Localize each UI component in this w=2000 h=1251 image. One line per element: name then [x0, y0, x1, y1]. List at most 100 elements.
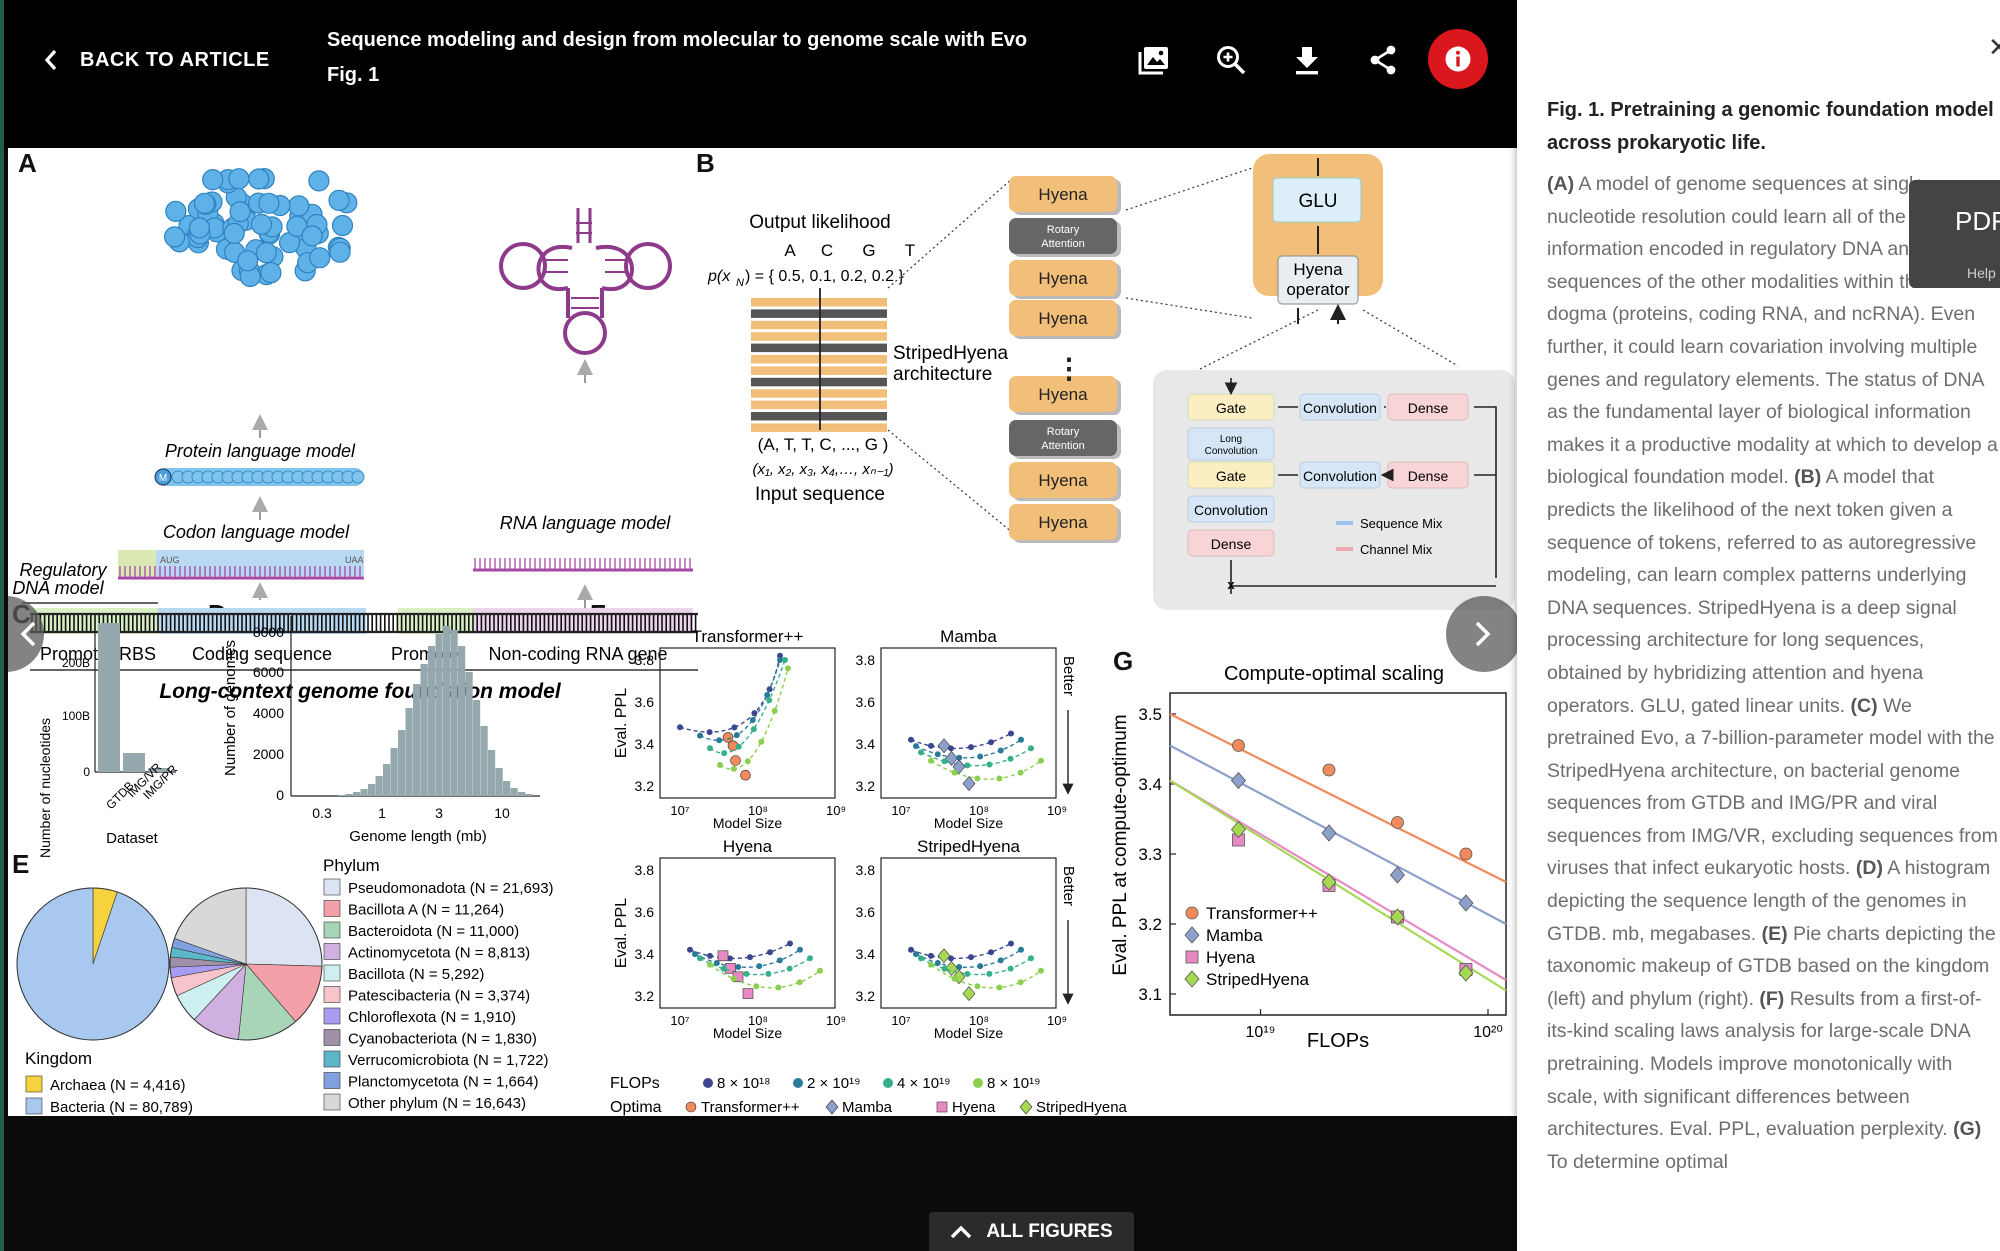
flops-point — [735, 743, 742, 750]
back-to-article-button[interactable]: BACK TO ARTICLE — [44, 40, 270, 80]
flops-point — [934, 751, 941, 758]
data-point — [1321, 824, 1337, 842]
y-tick-label: 3.5 — [1138, 705, 1162, 724]
flops-point — [747, 954, 753, 961]
chart-xlabel: FLOPs — [1307, 1030, 1369, 1052]
info-icon — [1445, 46, 1471, 72]
figure-viewer: BACK TO ARTICLE Sequence modeling and de… — [0, 0, 1521, 1251]
flops-legend-label: FLOPs — [610, 1075, 660, 1092]
input-sequence-label: Input sequence — [755, 484, 885, 505]
flops-curve — [699, 659, 781, 741]
flops-point — [744, 758, 751, 765]
flops-point — [968, 744, 974, 751]
close-icon[interactable]: ✕ — [1988, 32, 2000, 62]
y-tick-label: 3.3 — [1138, 845, 1162, 864]
share-icon[interactable] — [1361, 38, 1405, 82]
info-button[interactable] — [1428, 29, 1488, 89]
flops-point — [977, 963, 984, 970]
help-label: Help — [1967, 265, 1996, 281]
embedding-layer — [751, 412, 887, 421]
flops-curve — [920, 747, 1032, 767]
protein-bead — [258, 192, 280, 214]
attention-label: Attention — [1041, 440, 1084, 452]
flops-point — [986, 761, 993, 768]
protein-bead — [255, 242, 277, 264]
download-icon[interactable] — [1285, 38, 1329, 82]
all-figures-button[interactable]: ALL FIGURES — [929, 1212, 1134, 1251]
hyena-label: Hyena — [1038, 385, 1088, 404]
protein-bead — [309, 247, 331, 269]
regulatory-model-label-2: DNA model — [12, 578, 104, 598]
flops-point — [817, 967, 823, 974]
pdf-tab[interactable]: PDF Help — [1909, 180, 2000, 288]
zoom-in-icon[interactable] — [1209, 38, 1253, 82]
flops-point — [721, 750, 728, 757]
protein-bead — [228, 168, 250, 190]
histogram-bar — [458, 646, 466, 796]
flops-point — [968, 954, 974, 961]
hyena-block — [1009, 504, 1117, 540]
subplot-ytick: 3.8 — [635, 862, 655, 878]
flops-curve — [910, 942, 1012, 960]
flops-point — [787, 940, 793, 947]
long-conv-label-1: Long — [1220, 434, 1242, 445]
flops-point — [750, 726, 757, 733]
better-label: Better — [1060, 866, 1077, 906]
histogram-bar — [443, 626, 451, 796]
protein-bead — [329, 241, 351, 263]
flops-point — [697, 732, 703, 739]
kingdom-slice-outline — [16, 887, 170, 1041]
flops-point — [727, 955, 733, 962]
panel-d-ytick-0: 0 — [276, 787, 284, 803]
phylum-swatch — [323, 1093, 341, 1111]
embedding-layer — [751, 400, 887, 410]
phylum-legend-entry: Pseudomonadota (N = 21,693) — [348, 880, 554, 897]
subplot-ytick: 3.2 — [856, 778, 876, 794]
flops-point — [941, 965, 948, 972]
hyena-label: Hyena — [1038, 269, 1088, 288]
flops-legend-entry: 2 × 10¹⁹ — [807, 1075, 861, 1092]
panel-letter-a: A — [18, 148, 37, 178]
codon-model-label: Codon language model — [163, 522, 350, 542]
flops-point — [1007, 965, 1014, 972]
protein-bead — [188, 217, 210, 239]
phylum-legend-entry: Patescibacteria (N = 3,374) — [348, 988, 530, 1005]
data-point — [1321, 873, 1337, 891]
panel-d-xtick-3: 10 — [494, 805, 510, 821]
chevron-right-icon — [1475, 621, 1491, 647]
flops-point — [716, 737, 723, 744]
histogram-bar — [450, 630, 458, 796]
next-figure-button[interactable] — [1446, 596, 1521, 672]
histogram-bar — [383, 764, 391, 796]
flops-curve — [694, 949, 801, 968]
histogram-bars — [338, 626, 533, 796]
base-c: C — [821, 241, 833, 260]
protein-bead — [165, 200, 187, 223]
subplot-xtick: 10⁸ — [969, 803, 989, 818]
flops-point — [951, 769, 958, 776]
base-a: A — [784, 241, 796, 260]
flops-point — [1038, 967, 1044, 974]
flops-point — [782, 657, 788, 663]
flops-point — [928, 952, 934, 959]
subplot-title: Mamba — [940, 627, 997, 646]
phylum-legend-entry: Cyanobacteriota (N = 1,830) — [348, 1031, 537, 1048]
image-icon[interactable] — [1132, 38, 1176, 82]
flops-point — [720, 965, 727, 972]
chart-title: Compute-optimal scaling — [1224, 663, 1444, 685]
legend-marker — [1184, 926, 1200, 944]
flops-point — [687, 946, 693, 953]
flops-point — [743, 970, 750, 977]
optima-legend-marker — [936, 1101, 948, 1113]
output-likelihood-label: Output likelihood — [749, 212, 891, 233]
subplot-ytick: 3.4 — [635, 946, 655, 962]
kingdom-swatch — [25, 1075, 43, 1093]
hyena-block — [1009, 176, 1117, 212]
panel-d-xtick-2: 3 — [435, 805, 443, 821]
flops-point — [785, 665, 791, 672]
architecture-label-2: architecture — [893, 364, 992, 385]
flops-curve — [930, 964, 1042, 989]
subplot-xtick: 10⁷ — [891, 803, 910, 818]
subplot-xlabel: Model Size — [934, 815, 1003, 831]
histogram-bar — [360, 789, 368, 796]
